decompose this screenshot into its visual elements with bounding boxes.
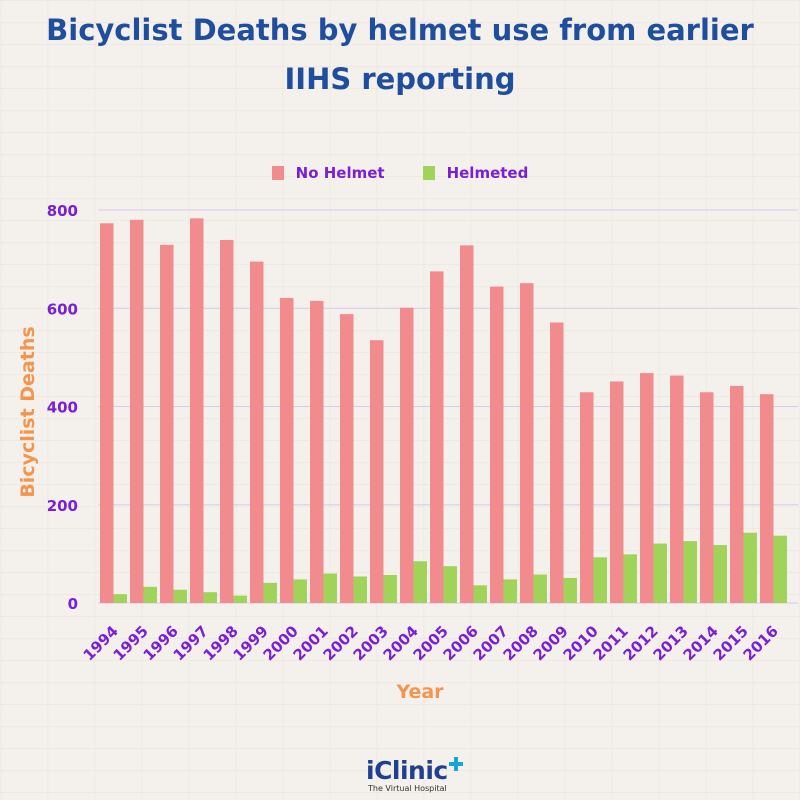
plus-icon (448, 757, 463, 771)
bar-no-helmet (250, 261, 264, 603)
bar-helmeted (113, 594, 127, 603)
bar-helmeted (653, 543, 667, 603)
bar-no-helmet (370, 340, 384, 603)
bar-helmeted (623, 554, 637, 603)
bar-helmeted (173, 589, 187, 603)
bar-no-helmet (670, 375, 684, 603)
bar-no-helmet (400, 307, 414, 603)
bar-helmeted (143, 586, 157, 603)
brand-logo: iClinic The Virtual Hospital (366, 756, 466, 793)
bar-helmeted (533, 574, 547, 603)
legend-item-helmeted: Helmeted (422, 164, 529, 182)
bar-no-helmet (130, 219, 144, 603)
y-tick-label: 0 (68, 595, 78, 613)
chart-title-line-1: Bicyclist Deaths by helmet use from earl… (46, 13, 754, 47)
bar-no-helmet (520, 283, 534, 603)
brand-name: iClinic (366, 756, 448, 785)
y-tick-label: 200 (47, 497, 78, 515)
bar-no-helmet (220, 239, 234, 603)
bar-helmeted (353, 576, 367, 603)
bar-no-helmet (490, 286, 504, 603)
bar-helmeted (443, 566, 457, 603)
bar-helmeted (323, 573, 337, 603)
bar-helmeted (593, 557, 607, 603)
bar-no-helmet (430, 271, 444, 603)
bar-helmeted (203, 592, 217, 603)
bar-no-helmet (730, 385, 744, 603)
bar-no-helmet (640, 373, 654, 603)
y-tick-label: 400 (47, 399, 78, 417)
chart-legend: No Helmet Helmeted (0, 164, 800, 182)
bar-no-helmet (550, 322, 564, 603)
x-axis-title: Year (395, 681, 444, 703)
y-tick-label: 800 (47, 202, 78, 220)
bar-helmeted (263, 582, 277, 603)
bar-no-helmet (100, 223, 114, 604)
bar-no-helmet (700, 392, 714, 603)
legend-item-no-helmet: No Helmet (271, 164, 385, 182)
bar-helmeted (713, 545, 727, 603)
bar-helmeted (233, 595, 247, 603)
bar-no-helmet (460, 245, 474, 603)
bar-no-helmet (160, 244, 174, 603)
y-tick-label: 600 (47, 300, 78, 318)
brand-tagline: The Virtual Hospital (368, 784, 447, 793)
chart-title: Bicyclist Deaths by helmet use from earl… (0, 6, 800, 104)
bar-helmeted (743, 532, 757, 603)
legend-swatch-helmeted (422, 166, 435, 180)
bar-no-helmet (280, 297, 294, 603)
bar-no-helmet (310, 300, 324, 603)
bar-helmeted (473, 585, 487, 603)
bar-helmeted (773, 535, 787, 603)
legend-label-no-helmet: No Helmet (295, 164, 385, 182)
chart-title-line-2: IIHS reporting (284, 62, 516, 96)
legend-swatch-no-helmet (271, 166, 284, 180)
bar-helmeted (413, 561, 427, 603)
bar-no-helmet (580, 392, 594, 603)
bar-helmeted (293, 579, 307, 603)
bar-helmeted (383, 574, 397, 603)
bar-no-helmet (610, 381, 624, 603)
bar-no-helmet (760, 394, 774, 603)
bar-helmeted (563, 577, 577, 603)
legend-label-helmeted: Helmeted (446, 164, 529, 182)
bar-helmeted (683, 541, 697, 603)
x-tick-label: 2016 (740, 622, 782, 664)
bar-no-helmet (190, 218, 204, 603)
y-axis-title: Bicyclist Deaths (17, 326, 39, 497)
bar-no-helmet (340, 314, 354, 603)
bar-helmeted (503, 579, 517, 603)
